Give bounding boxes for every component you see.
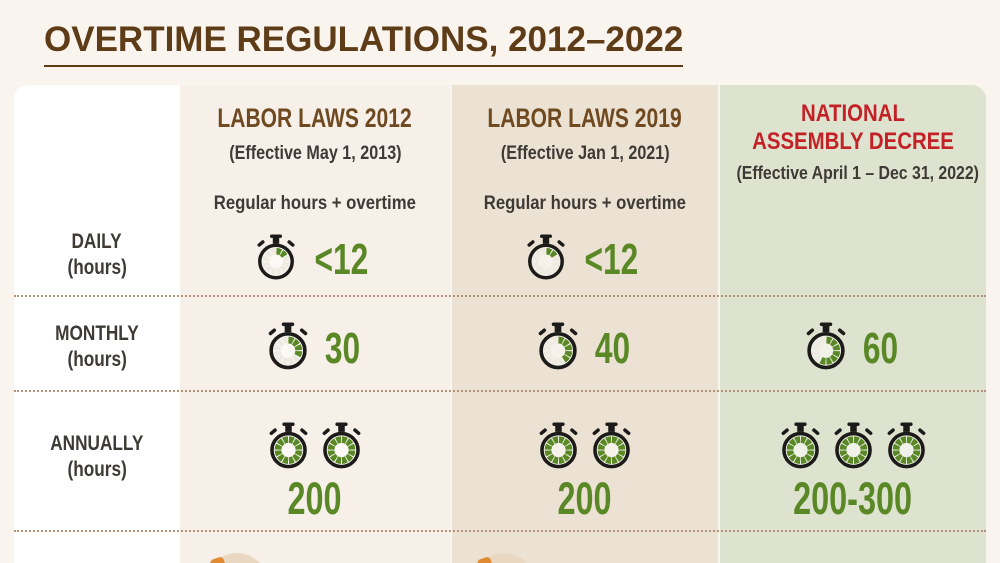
- stopwatch-icons: [776, 422, 931, 471]
- annual-limit-value: 200: [557, 472, 613, 524]
- daily-limit-value: <12: [314, 234, 368, 284]
- column-title: NATIONAL ASSEMBLY DECREE: [752, 100, 954, 156]
- cell-monthly-2012: 30: [180, 313, 450, 381]
- monthly-limit-value: 40: [594, 323, 631, 373]
- column-subtitle: Regular hours + overtime: [213, 192, 417, 214]
- stopwatch-icons: [264, 422, 366, 471]
- stopwatch-icon: [252, 234, 300, 282]
- row-separator: [14, 530, 986, 532]
- column-title: LABOR LAWS 2012: [217, 103, 413, 133]
- monthly-limit-value: 30: [324, 323, 361, 373]
- effective-date: (Effective Jan 1, 2021): [500, 142, 670, 164]
- cell-annually-2019: 200: [452, 412, 718, 530]
- column-2019-bg: [452, 85, 718, 563]
- row-separator: [14, 295, 986, 297]
- stopwatch-icon: [522, 234, 570, 282]
- column-title: LABOR LAWS 2019: [487, 103, 683, 133]
- column-subtitle: Regular hours + overtime: [483, 192, 687, 214]
- row-separator: [14, 390, 986, 392]
- coin-circle-icon: [473, 553, 535, 563]
- column-header-decree: NATIONAL ASSEMBLY DECREE (Effective Apri…: [720, 100, 986, 184]
- stopwatch-icons: [534, 422, 636, 471]
- page-title-text: OVERTIME REGULATIONS, 2012–2022: [44, 20, 684, 68]
- row-label-annually: ANNUALLY (hours): [14, 431, 180, 484]
- daily-limit-value: <12: [584, 234, 638, 284]
- cell-annually-2012: 200: [180, 412, 450, 530]
- annual-limit-value: 200: [287, 472, 343, 524]
- effective-date: (Effective April 1 – Dec 31, 2022): [736, 162, 979, 183]
- column-2012-bg: [180, 85, 450, 563]
- row-label-column-bg: [14, 85, 180, 563]
- column-header-2019: LABOR LAWS 2019 (Effective Jan 1, 2021) …: [452, 103, 718, 215]
- row-label-unit: (hours): [67, 458, 127, 482]
- cell-monthly-2019: 40: [452, 313, 718, 381]
- coin-circle-icon: [206, 553, 268, 563]
- row-label-unit: (hours): [67, 256, 127, 280]
- row-label-monthly: MONTHLY (hours): [14, 321, 180, 374]
- page-title: OVERTIME REGULATIONS, 2012–2022: [44, 20, 684, 68]
- stopwatch-icon: [533, 322, 583, 372]
- effective-date: (Effective May 1, 2013): [228, 142, 402, 164]
- cell-daily-2012: <12: [180, 227, 450, 289]
- row-label-daily: DAILY (hours): [14, 229, 180, 282]
- cell-annually-decree: 200-300: [720, 412, 986, 530]
- stopwatch-icon: [263, 322, 313, 372]
- cell-daily-2019: <12: [452, 227, 718, 289]
- annual-limit-value: 200-300: [793, 472, 913, 524]
- column-decree-bg: [720, 85, 986, 563]
- stopwatch-icon: [801, 322, 851, 372]
- monthly-limit-value: 60: [862, 323, 899, 373]
- row-label-unit: (hours): [67, 348, 127, 372]
- cell-monthly-decree: 60: [720, 313, 986, 381]
- column-header-2012: LABOR LAWS 2012 (Effective May 1, 2013) …: [180, 103, 450, 215]
